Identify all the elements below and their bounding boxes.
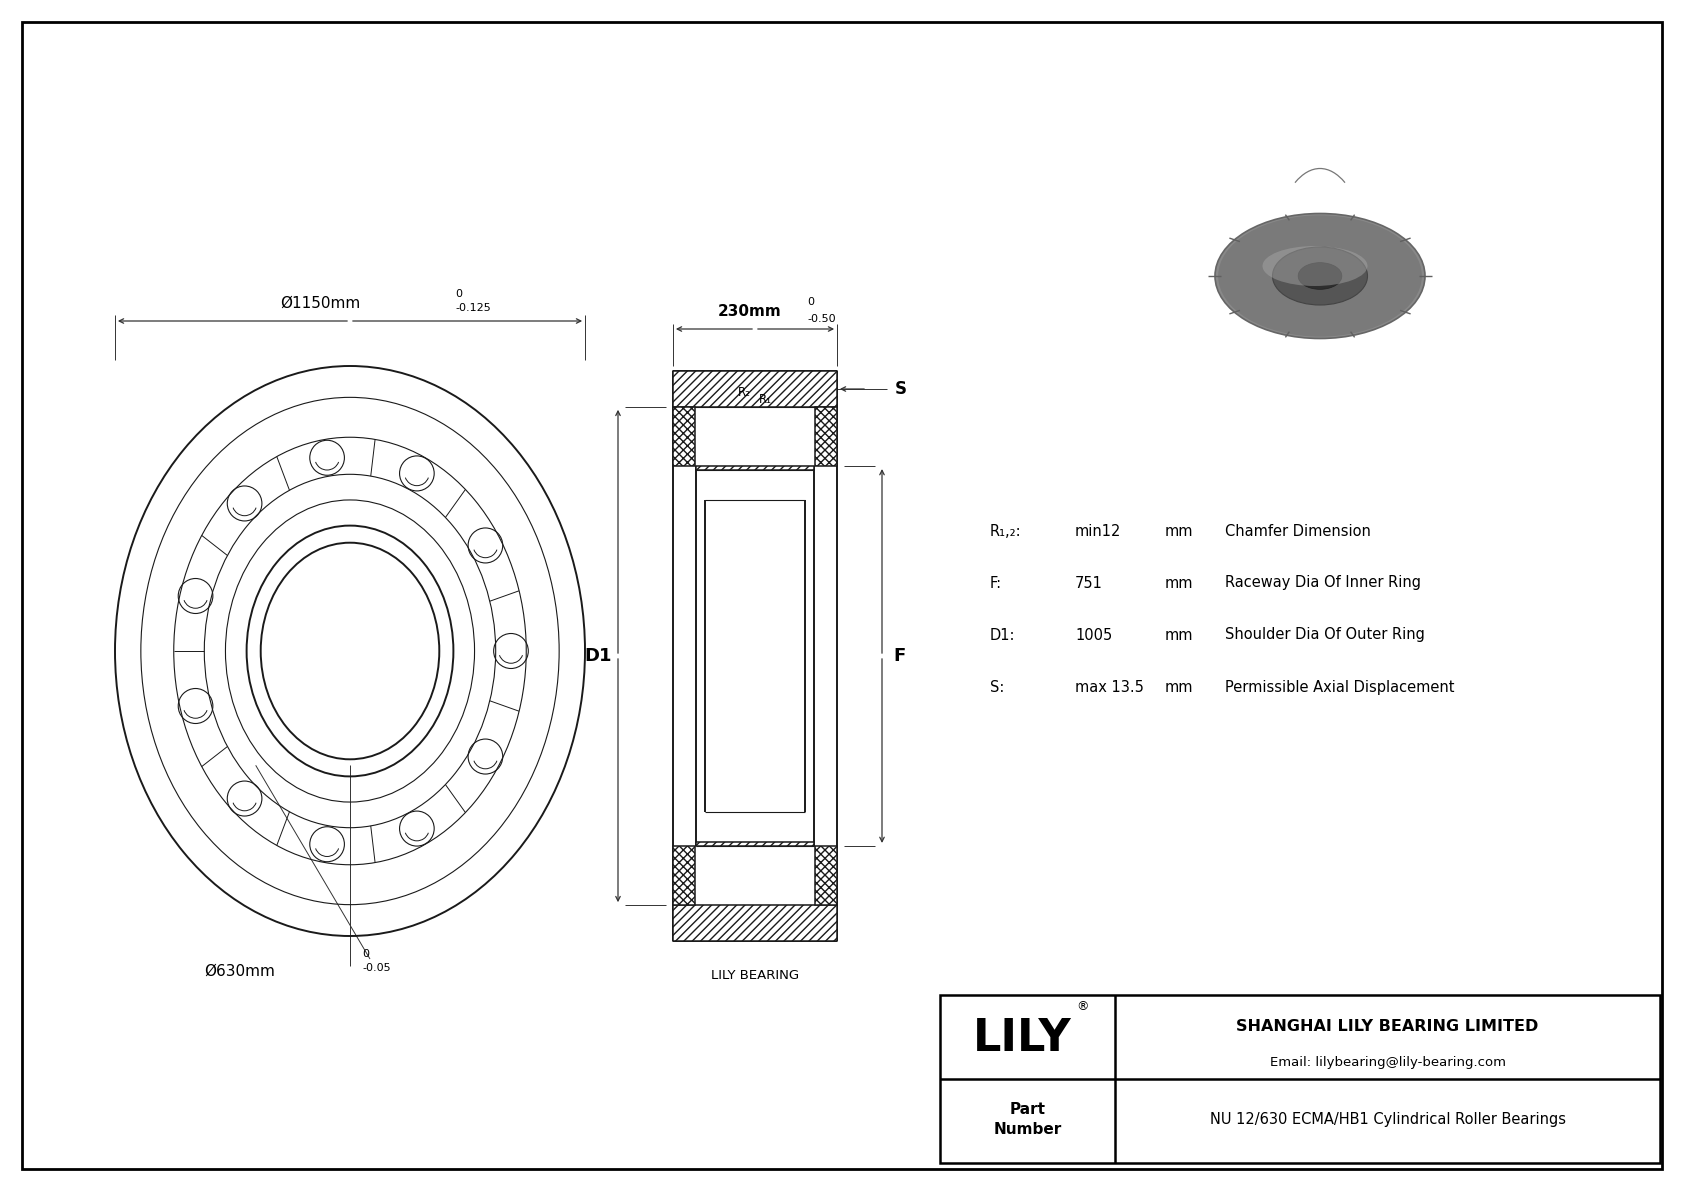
Bar [674,372,837,407]
Bar [695,466,813,470]
Bar [815,846,837,905]
Text: Ø1150mm: Ø1150mm [280,297,360,311]
Text: R₁,₂:: R₁,₂: [990,524,1022,538]
Text: Ø630mm: Ø630mm [204,964,276,979]
Text: ®: ® [1076,1000,1090,1014]
Text: Email: lilybearing@lily-bearing.com: Email: lilybearing@lily-bearing.com [1270,1055,1505,1068]
Text: 0: 0 [455,289,461,299]
Text: min12: min12 [1074,524,1122,538]
Text: mm: mm [1165,524,1194,538]
Text: F: F [894,647,906,665]
Ellipse shape [1298,263,1342,289]
Bar [815,407,837,466]
Text: F:: F: [990,575,1002,591]
Text: Raceway Dia Of Inner Ring: Raceway Dia Of Inner Ring [1224,575,1421,591]
Text: S:: S: [990,680,1004,694]
Text: Chamfer Dimension: Chamfer Dimension [1224,524,1371,538]
Text: 0: 0 [362,949,369,959]
Text: LILY: LILY [973,1017,1071,1060]
Text: R₂: R₂ [738,386,751,399]
Text: mm: mm [1165,575,1194,591]
Text: Part
Number: Part Number [994,1102,1061,1136]
Ellipse shape [1214,213,1425,338]
Text: 230mm: 230mm [717,304,781,319]
Text: Shoulder Dia Of Outer Ring: Shoulder Dia Of Outer Ring [1224,628,1425,642]
Text: max 13.5: max 13.5 [1074,680,1143,694]
Bar [695,842,813,846]
Text: S: S [894,380,908,398]
Text: LILY BEARING: LILY BEARING [711,969,800,983]
Text: 0: 0 [807,297,813,307]
Ellipse shape [1218,216,1421,337]
Text: 751: 751 [1074,575,1103,591]
Bar [674,407,695,466]
Text: D1: D1 [584,647,611,665]
Text: mm: mm [1165,680,1194,694]
Text: D1:: D1: [990,628,1015,642]
Text: mm: mm [1165,628,1194,642]
Ellipse shape [1273,247,1367,305]
Bar [940,994,1660,1162]
Ellipse shape [1263,247,1367,286]
Text: R₁: R₁ [759,393,771,406]
Text: -0.05: -0.05 [362,964,391,973]
Bar [674,905,837,941]
Text: -0.50: -0.50 [807,314,835,324]
Text: NU 12/630 ECMA/HB1 Cylindrical Roller Bearings: NU 12/630 ECMA/HB1 Cylindrical Roller Be… [1209,1112,1566,1127]
Text: 1005: 1005 [1074,628,1111,642]
Bar [674,846,695,905]
Text: -0.125: -0.125 [455,303,490,313]
Text: SHANGHAI LILY BEARING LIMITED: SHANGHAI LILY BEARING LIMITED [1236,1019,1539,1035]
Text: Permissible Axial Displacement: Permissible Axial Displacement [1224,680,1455,694]
